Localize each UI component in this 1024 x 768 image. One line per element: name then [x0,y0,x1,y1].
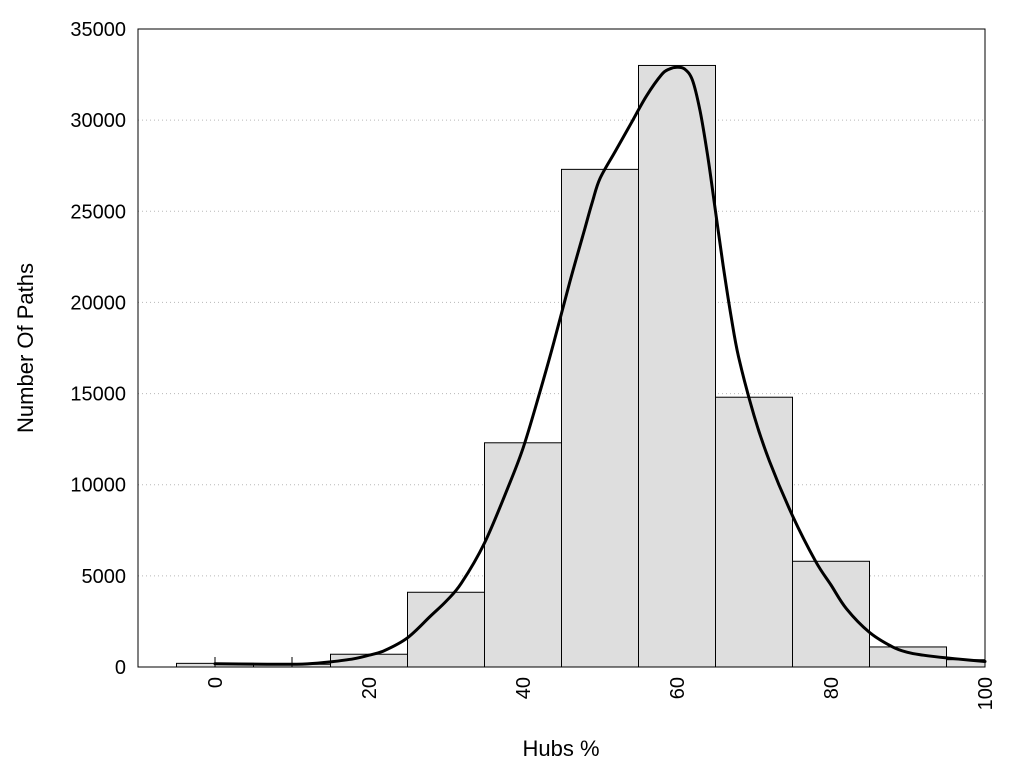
histogram-bar [715,396,793,668]
histogram-bar [561,168,639,668]
y-tick-label: 15000 [70,384,126,406]
histogram-bar [484,442,562,668]
x-tick-label: 20 [359,677,381,699]
x-axis-title: Hubs % [522,736,599,761]
y-tick-label: 25000 [70,201,126,223]
x-tick-label: 100 [975,677,997,710]
histogram-bar [792,560,870,668]
y-axis-ticks: 0 5000 10000 15000 20000 25000 30000 35000 [70,19,126,679]
density-curve-layer [213,65,987,666]
histogram-bars [176,64,986,668]
x-tick-label: 60 [667,677,689,699]
y-tick-label: 20000 [70,292,126,314]
x-tick-label: 40 [513,677,535,699]
x-tick-label: 0 [205,677,227,688]
x-tick-label: 80 [821,677,843,699]
histogram-bar [407,591,485,668]
histogram-bar [638,64,716,668]
y-tick-label: 0 [115,657,126,679]
density-curve [213,65,987,666]
y-tick-label: 5000 [82,566,127,588]
y-tick-label: 10000 [70,475,126,497]
y-tick-label: 30000 [70,110,126,132]
plot-frame [137,28,986,668]
y-tick-label: 35000 [70,19,126,41]
x-axis-ticks: 0 20 40 60 80 100 [205,677,997,710]
y-axis-title: Number Of Paths [13,263,38,433]
